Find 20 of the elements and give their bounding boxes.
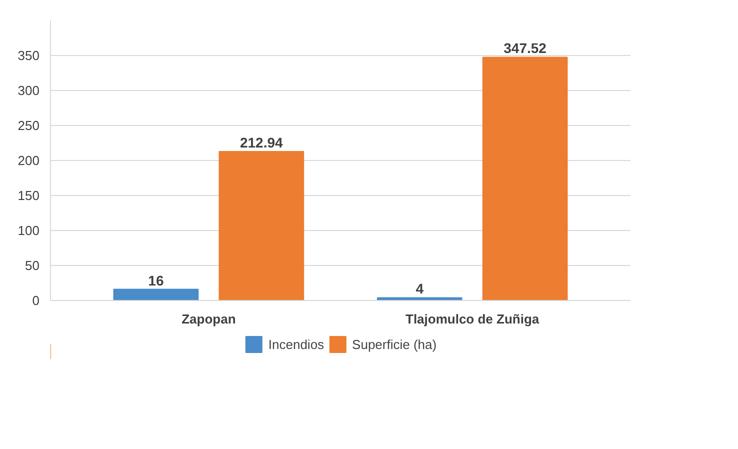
legend-label: Incendios (268, 336, 324, 352)
y-tick-label: 100 (18, 223, 40, 238)
bar (113, 288, 199, 300)
y-tick-label: 300 (18, 83, 40, 98)
bar (482, 56, 568, 300)
y-tick-label: 150 (18, 188, 40, 203)
legend-label: Superficie (ha) (352, 336, 437, 352)
data-label: 347.52 (504, 40, 547, 56)
data-label: 16 (148, 272, 164, 288)
y-tick-label: 50 (25, 258, 40, 273)
y-tick-label: 350 (18, 48, 40, 63)
y-tick-label: 0 (32, 293, 40, 308)
x-tick-label: Zapopan (182, 312, 236, 326)
y-tick-label: 250 (18, 118, 40, 133)
data-label: 212.94 (240, 134, 284, 150)
data-label: 4 (416, 280, 424, 297)
bar (376, 297, 462, 300)
x-tick-label: Tlajomulco de Zuñiga (406, 312, 540, 326)
y-tick-label: 200 (18, 153, 40, 168)
bar (218, 150, 304, 300)
